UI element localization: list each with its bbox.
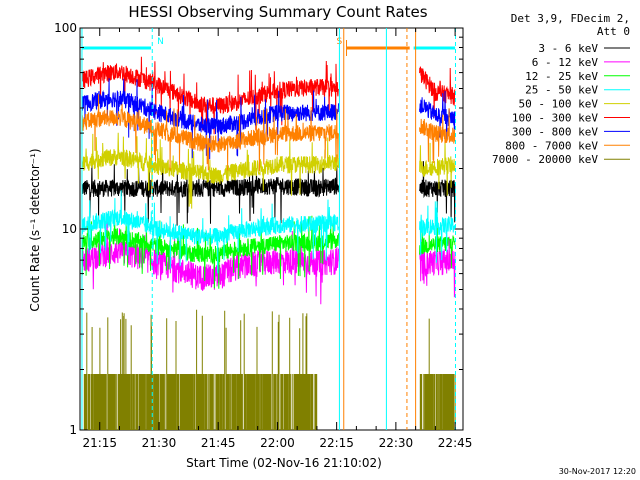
series-3-6kev xyxy=(81,161,339,226)
series-group xyxy=(81,56,456,430)
x-tick-label: 22:15 xyxy=(319,436,354,450)
series-300-800kev xyxy=(81,78,339,160)
flag-label: N xyxy=(157,37,164,47)
legend-label: 50 - 100 keV xyxy=(519,98,599,111)
legend-label: 12 - 25 keV xyxy=(525,70,598,83)
x-tick-label: 22:00 xyxy=(260,436,295,450)
x-axis-label: Start Time (02-Nov-16 21:10:02) xyxy=(186,456,382,470)
y-tick-label: 1 xyxy=(69,423,77,437)
axes: 21:15 21:30 21:45 22:00 22:15 22:30 22:45 1 10 10… xyxy=(54,21,472,450)
series-6-12kev xyxy=(81,221,339,305)
legend-title-line1: Det 3,9, FDecim 2, xyxy=(511,12,630,25)
y-tick-label: 10 xyxy=(62,222,77,236)
flag-bars: NS xyxy=(81,37,456,56)
series-25-50kev-after xyxy=(419,201,456,263)
date-stamp: 30-Nov-2017 12:20 xyxy=(559,467,636,476)
legend-title-line2: Att 0 xyxy=(597,25,630,38)
y-axis-label: Count Rate (s⁻¹ detector⁻¹) xyxy=(28,148,42,311)
series-25-50kev xyxy=(81,190,339,274)
x-tick-label: 22:30 xyxy=(379,436,414,450)
y-tick-label: 100 xyxy=(54,21,77,35)
legend-label: 300 - 800 keV xyxy=(512,125,598,138)
legend-label: 3 - 6 keV xyxy=(538,42,598,55)
legend-label: 800 - 7000 keV xyxy=(505,139,598,152)
series-100-300kev-after xyxy=(419,66,456,118)
series-50-100kev xyxy=(81,132,339,209)
series-7000-20000-kev xyxy=(83,309,456,430)
series-50-100kev-after xyxy=(419,137,456,196)
x-tick-label: 22:45 xyxy=(438,436,473,450)
series-7000-20000-kev-segment xyxy=(419,318,456,430)
series-6-12kev-after xyxy=(419,236,456,298)
x-tick-label: 21:30 xyxy=(142,436,177,450)
interval-lines xyxy=(81,28,456,430)
series-800-7000kev xyxy=(81,94,339,172)
x-tick-label: 21:15 xyxy=(82,436,117,450)
legend-label: 6 - 12 keV xyxy=(532,56,599,69)
chart-title: HESSI Observing Summary Count Rates xyxy=(128,3,427,21)
legend-label: 100 - 300 keV xyxy=(512,112,598,125)
series-7000-20000-kev-segment xyxy=(83,309,318,430)
series-800-7000kev-after xyxy=(419,108,456,164)
legend-label: 25 - 50 keV xyxy=(525,84,598,97)
legend-label: 7000 - 20000 keV xyxy=(492,153,598,166)
x-tick-label: 21:45 xyxy=(201,436,236,450)
